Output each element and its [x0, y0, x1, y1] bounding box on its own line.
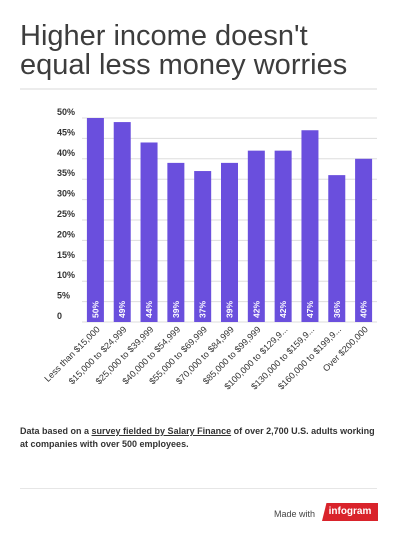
- bar-value-label: 44%: [144, 301, 154, 318]
- y-tick-label: 25%: [57, 209, 75, 219]
- page-title: Higher income doesn't equal less money w…: [20, 20, 348, 81]
- title-divider: [20, 88, 377, 90]
- source-caption: Data based on a survey fielded by Salary…: [20, 425, 380, 451]
- bar: [274, 150, 292, 322]
- bar-value-label: 39%: [171, 301, 181, 318]
- bar-value-label: 39%: [225, 301, 235, 318]
- y-tick-label: 40%: [57, 148, 75, 158]
- bar-value-label: 42%: [251, 301, 261, 318]
- bar: [355, 158, 373, 322]
- y-tick-label: 50%: [57, 107, 75, 117]
- bar-value-label: 42%: [278, 301, 288, 318]
- y-tick-label: 10%: [57, 270, 75, 280]
- bar: [301, 130, 319, 322]
- y-tick-label: 5%: [57, 291, 70, 301]
- y-tick-label: 35%: [57, 168, 75, 178]
- bar: [221, 162, 238, 322]
- infogram-logo[interactable]: infogram: [322, 503, 378, 521]
- caption-suffix: of over 2,700 U.S. adults working at com…: [20, 426, 375, 449]
- y-tick-label: 45%: [57, 127, 75, 137]
- survey-link[interactable]: survey fielded by Salary Finance: [91, 426, 232, 436]
- bar: [113, 122, 131, 322]
- y-tick-label: 15%: [57, 250, 75, 260]
- caption-prefix: Data based on a: [20, 426, 92, 436]
- bar: [247, 150, 265, 322]
- bar: [328, 175, 346, 322]
- y-tick-label: 30%: [57, 189, 75, 199]
- bar-value-label: 37%: [198, 301, 208, 318]
- bar-value-label: 47%: [305, 301, 315, 318]
- bar: [167, 162, 185, 322]
- bar: [140, 142, 158, 322]
- bar-value-label: 36%: [332, 301, 342, 318]
- y-tick-label: 0: [57, 311, 62, 321]
- bar-value-label: 50%: [90, 301, 100, 318]
- bar-chart: 05%10%15%20%25%30%35%40%45%50%50%Less th…: [42, 107, 377, 392]
- bar: [194, 171, 212, 322]
- bar-value-label: 40%: [359, 301, 369, 318]
- bar: [86, 118, 104, 322]
- made-with-label: Made with: [274, 509, 316, 519]
- footer-divider: [20, 488, 377, 489]
- bar-value-label: 49%: [117, 301, 127, 318]
- y-tick-label: 20%: [57, 229, 75, 239]
